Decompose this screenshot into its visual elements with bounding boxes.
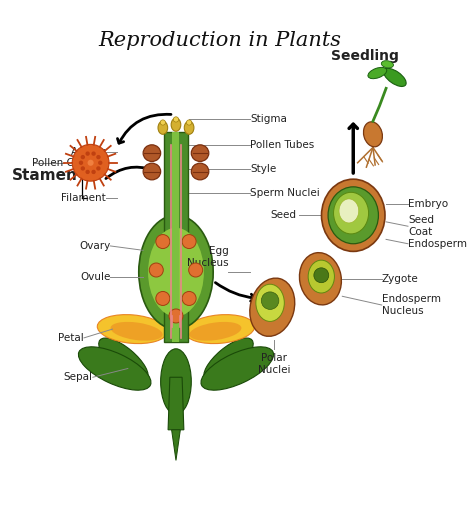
Ellipse shape: [201, 347, 273, 390]
Text: Endosperm
Nucleus: Endosperm Nucleus: [382, 294, 441, 316]
Text: Endosperm: Endosperm: [408, 239, 467, 249]
Ellipse shape: [300, 252, 341, 305]
Ellipse shape: [364, 122, 383, 147]
Ellipse shape: [308, 260, 335, 293]
Circle shape: [156, 234, 170, 248]
Circle shape: [72, 144, 109, 181]
Text: Seed
Coat: Seed Coat: [408, 216, 434, 237]
Text: Seedling: Seedling: [331, 48, 399, 63]
Text: Petal: Petal: [58, 333, 84, 343]
Ellipse shape: [161, 349, 191, 415]
Ellipse shape: [143, 163, 161, 180]
Text: Embryo: Embryo: [408, 199, 448, 210]
Circle shape: [91, 152, 96, 156]
Circle shape: [91, 170, 96, 174]
Ellipse shape: [110, 322, 163, 341]
Ellipse shape: [139, 215, 213, 329]
Circle shape: [160, 120, 165, 125]
Ellipse shape: [189, 322, 241, 341]
Circle shape: [85, 152, 90, 156]
Ellipse shape: [97, 315, 167, 343]
Ellipse shape: [204, 338, 253, 381]
Circle shape: [81, 155, 85, 159]
Polygon shape: [164, 132, 188, 342]
Text: Anther: Anther: [71, 147, 106, 157]
Polygon shape: [172, 430, 180, 461]
Circle shape: [96, 155, 100, 159]
Text: Sperm Nuclei: Sperm Nuclei: [250, 188, 320, 198]
Ellipse shape: [191, 145, 209, 162]
Circle shape: [173, 117, 179, 122]
Ellipse shape: [143, 145, 161, 162]
Ellipse shape: [339, 199, 359, 223]
Circle shape: [85, 170, 90, 174]
Ellipse shape: [184, 121, 194, 134]
Circle shape: [182, 291, 196, 306]
Circle shape: [182, 234, 196, 248]
Ellipse shape: [321, 179, 385, 251]
Text: Filament: Filament: [61, 193, 106, 203]
Text: Sepal: Sepal: [64, 372, 93, 382]
Text: Seed: Seed: [270, 210, 296, 220]
Text: Egg
Nucleus: Egg Nucleus: [187, 246, 228, 268]
Circle shape: [149, 263, 163, 277]
Text: Reproduction in Plants: Reproduction in Plants: [98, 31, 341, 50]
Circle shape: [96, 166, 100, 171]
Ellipse shape: [78, 347, 151, 390]
Ellipse shape: [256, 284, 284, 322]
Ellipse shape: [381, 61, 393, 68]
Ellipse shape: [250, 278, 295, 336]
Circle shape: [314, 268, 329, 283]
Ellipse shape: [368, 67, 387, 79]
Ellipse shape: [171, 118, 181, 131]
Text: Ovule: Ovule: [80, 272, 110, 282]
Ellipse shape: [383, 68, 406, 86]
Circle shape: [81, 166, 85, 171]
Text: Pollen Tubes: Pollen Tubes: [250, 140, 315, 150]
Circle shape: [156, 291, 170, 306]
Polygon shape: [173, 132, 180, 342]
Text: Stigma: Stigma: [250, 114, 287, 124]
Polygon shape: [168, 377, 184, 430]
Text: Pollen Grain: Pollen Grain: [31, 158, 94, 168]
Circle shape: [169, 309, 183, 323]
Ellipse shape: [158, 121, 168, 134]
Circle shape: [98, 161, 102, 165]
Text: Ovary: Ovary: [79, 241, 110, 251]
Ellipse shape: [191, 163, 209, 180]
Circle shape: [186, 120, 191, 125]
Ellipse shape: [328, 187, 378, 244]
Circle shape: [261, 292, 279, 310]
Text: Polar
Nuclei: Polar Nuclei: [258, 353, 291, 375]
Circle shape: [189, 263, 203, 277]
Text: Zygote: Zygote: [382, 274, 419, 284]
Ellipse shape: [185, 315, 255, 343]
Circle shape: [79, 161, 83, 165]
Text: Stamen: Stamen: [11, 168, 77, 183]
Ellipse shape: [334, 192, 369, 234]
Ellipse shape: [148, 228, 204, 317]
Text: Style: Style: [250, 164, 277, 174]
Circle shape: [88, 160, 94, 166]
Ellipse shape: [99, 338, 148, 381]
